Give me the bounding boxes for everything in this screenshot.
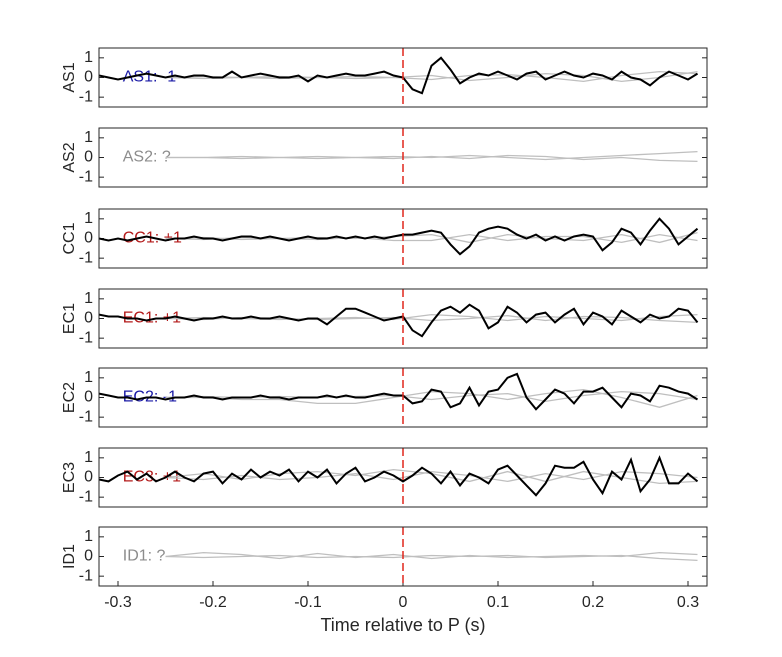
axes-box [98,367,708,428]
x-tick-label: -0.3 [104,594,132,611]
axes-box [98,526,708,587]
y-tick-label: 0 [84,548,93,565]
x-tick-label: -0.2 [199,594,227,611]
y-tick-label: 1 [84,49,93,66]
trace [165,70,698,83]
trace [165,231,698,244]
trace [165,150,698,161]
trace [99,303,699,338]
trace [165,470,698,483]
y-tick-label: 1 [84,129,93,146]
trace [165,313,698,322]
y-tick-label: 0 [84,69,93,86]
trace [99,56,699,95]
trace [99,217,699,256]
x-tick-label: 0.1 [487,594,509,611]
axes-box [98,288,708,349]
y-tick-label: 1 [84,210,93,227]
y-axis-label: EC1 [61,303,78,334]
y-tick-label: -1 [79,488,93,505]
y-axis-label: EC3 [61,462,78,493]
y-tick-label: -1 [79,249,93,266]
axes-box [98,208,708,269]
y-tick-label: -1 [79,168,93,185]
station-label: AS1: -1 [123,69,176,86]
y-axis-label: ID1 [61,544,78,569]
y-axis-label: AS1 [61,62,78,92]
axes-box [98,47,708,108]
y-tick-label: 0 [84,230,93,247]
y-tick-label: 1 [84,528,93,545]
y-tick-label: 1 [84,290,93,307]
trace [165,154,698,163]
y-axis-label: EC2 [61,382,78,413]
y-tick-label: 1 [84,449,93,466]
x-tick-label: 0.2 [582,594,604,611]
y-axis-label: CC1 [61,222,78,254]
trace [99,455,699,497]
station-label: ID1: ? [123,548,166,565]
y-tick-label: 0 [84,389,93,406]
station-label: AS2: ? [123,149,171,166]
x-tick-label: -0.1 [294,594,322,611]
y-tick-label: 0 [84,149,93,166]
y-tick-label: 1 [84,369,93,386]
y-tick-label: 0 [84,310,93,327]
trace [165,554,698,562]
station-label: EC1: +1 [123,310,181,327]
trace [99,372,699,411]
y-tick-label: -1 [79,567,93,584]
x-tick-label: 0.3 [677,594,699,611]
y-tick-label: -1 [79,329,93,346]
y-tick-label: 0 [84,469,93,486]
y-axis-label: AS2 [61,142,78,172]
x-tick-label: 0 [399,594,408,611]
y-tick-label: -1 [79,88,93,105]
axes-box [98,447,708,508]
x-axis-label: Time relative to P (s) [320,615,485,635]
axes-box [98,127,708,188]
y-tick-label: -1 [79,408,93,425]
